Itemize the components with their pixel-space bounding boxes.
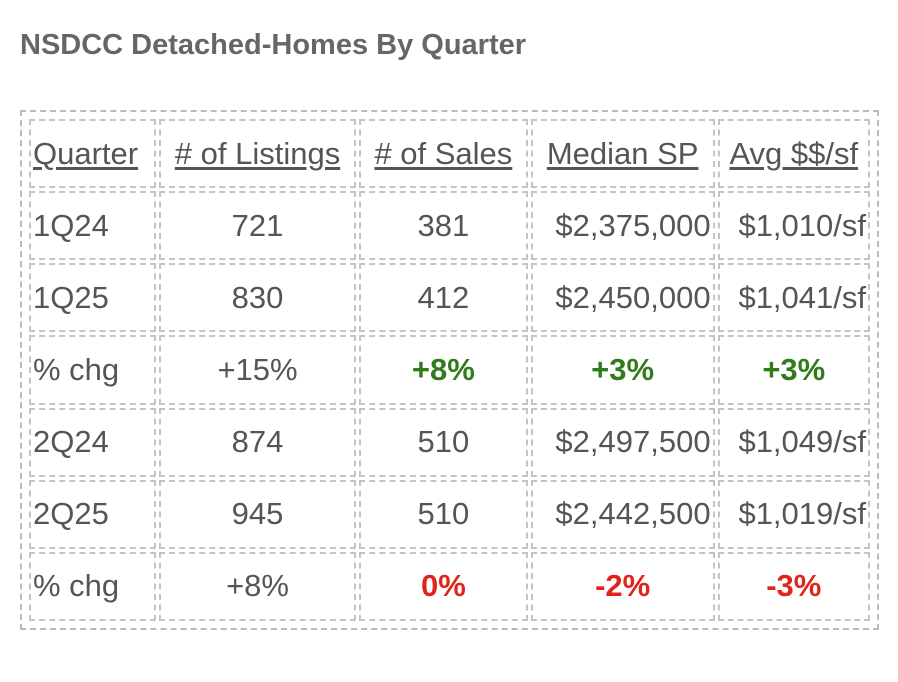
quarter-cell: 2Q24 (29, 407, 156, 477)
quarter-cell: 2Q25 (29, 479, 156, 549)
table-row: 1Q24 721 381 $2,375,000 $1,010/sf (29, 191, 870, 261)
listings-cell: 830 (158, 263, 357, 333)
sales-change-cell: 0% (359, 551, 528, 621)
quarter-cell: % chg (29, 551, 156, 621)
quarterly-stats-table: Quarter # of Listings # of Sales Median … (20, 110, 879, 630)
table-header-row: Quarter # of Listings # of Sales Median … (29, 119, 870, 189)
sales-cell: 510 (359, 479, 528, 549)
median-sp-cell: $2,442,500 (530, 479, 715, 549)
page-title: NSDCC Detached-Homes By Quarter (20, 29, 527, 61)
avg-psf-change-cell: -3% (717, 551, 870, 621)
median-sp-change-cell: +3% (530, 335, 715, 405)
sales-cell: 381 (359, 191, 528, 261)
listings-cell: 945 (158, 479, 357, 549)
avg-psf-cell: $1,041/sf (717, 263, 870, 333)
avg-psf-cell: $1,049/sf (717, 407, 870, 477)
table-row: 2Q24 874 510 $2,497,500 $1,049/sf (29, 407, 870, 477)
median-sp-cell: $2,497,500 (530, 407, 715, 477)
median-sp-cell: $2,450,000 (530, 263, 715, 333)
sales-cell: 412 (359, 263, 528, 333)
table-row-pct-change: % chg +15% +8% +3% +3% (29, 335, 870, 405)
listings-cell: 721 (158, 191, 357, 261)
table-row: 1Q25 830 412 $2,450,000 $1,041/sf (29, 263, 870, 333)
header-listings: # of Listings (158, 119, 357, 189)
listings-cell: 874 (158, 407, 357, 477)
sales-cell: 510 (359, 407, 528, 477)
avg-psf-cell: $1,010/sf (717, 191, 870, 261)
median-sp-cell: $2,375,000 (530, 191, 715, 261)
quarter-cell: % chg (29, 335, 156, 405)
avg-psf-change-cell: +3% (717, 335, 870, 405)
sales-change-cell: +8% (359, 335, 528, 405)
table-row-pct-change: % chg +8% 0% -2% -3% (29, 551, 870, 621)
quarter-cell: 1Q25 (29, 263, 156, 333)
quarter-cell: 1Q24 (29, 191, 156, 261)
listings-change-cell: +15% (158, 335, 357, 405)
header-sales: # of Sales (359, 119, 528, 189)
avg-psf-cell: $1,019/sf (717, 479, 870, 549)
median-sp-change-cell: -2% (530, 551, 715, 621)
table-row: 2Q25 945 510 $2,442,500 $1,019/sf (29, 479, 870, 549)
header-quarter: Quarter (29, 119, 156, 189)
header-median-sp: Median SP (530, 119, 715, 189)
header-avg-price-per-sf: Avg $$/sf (717, 119, 870, 189)
listings-change-cell: +8% (158, 551, 357, 621)
